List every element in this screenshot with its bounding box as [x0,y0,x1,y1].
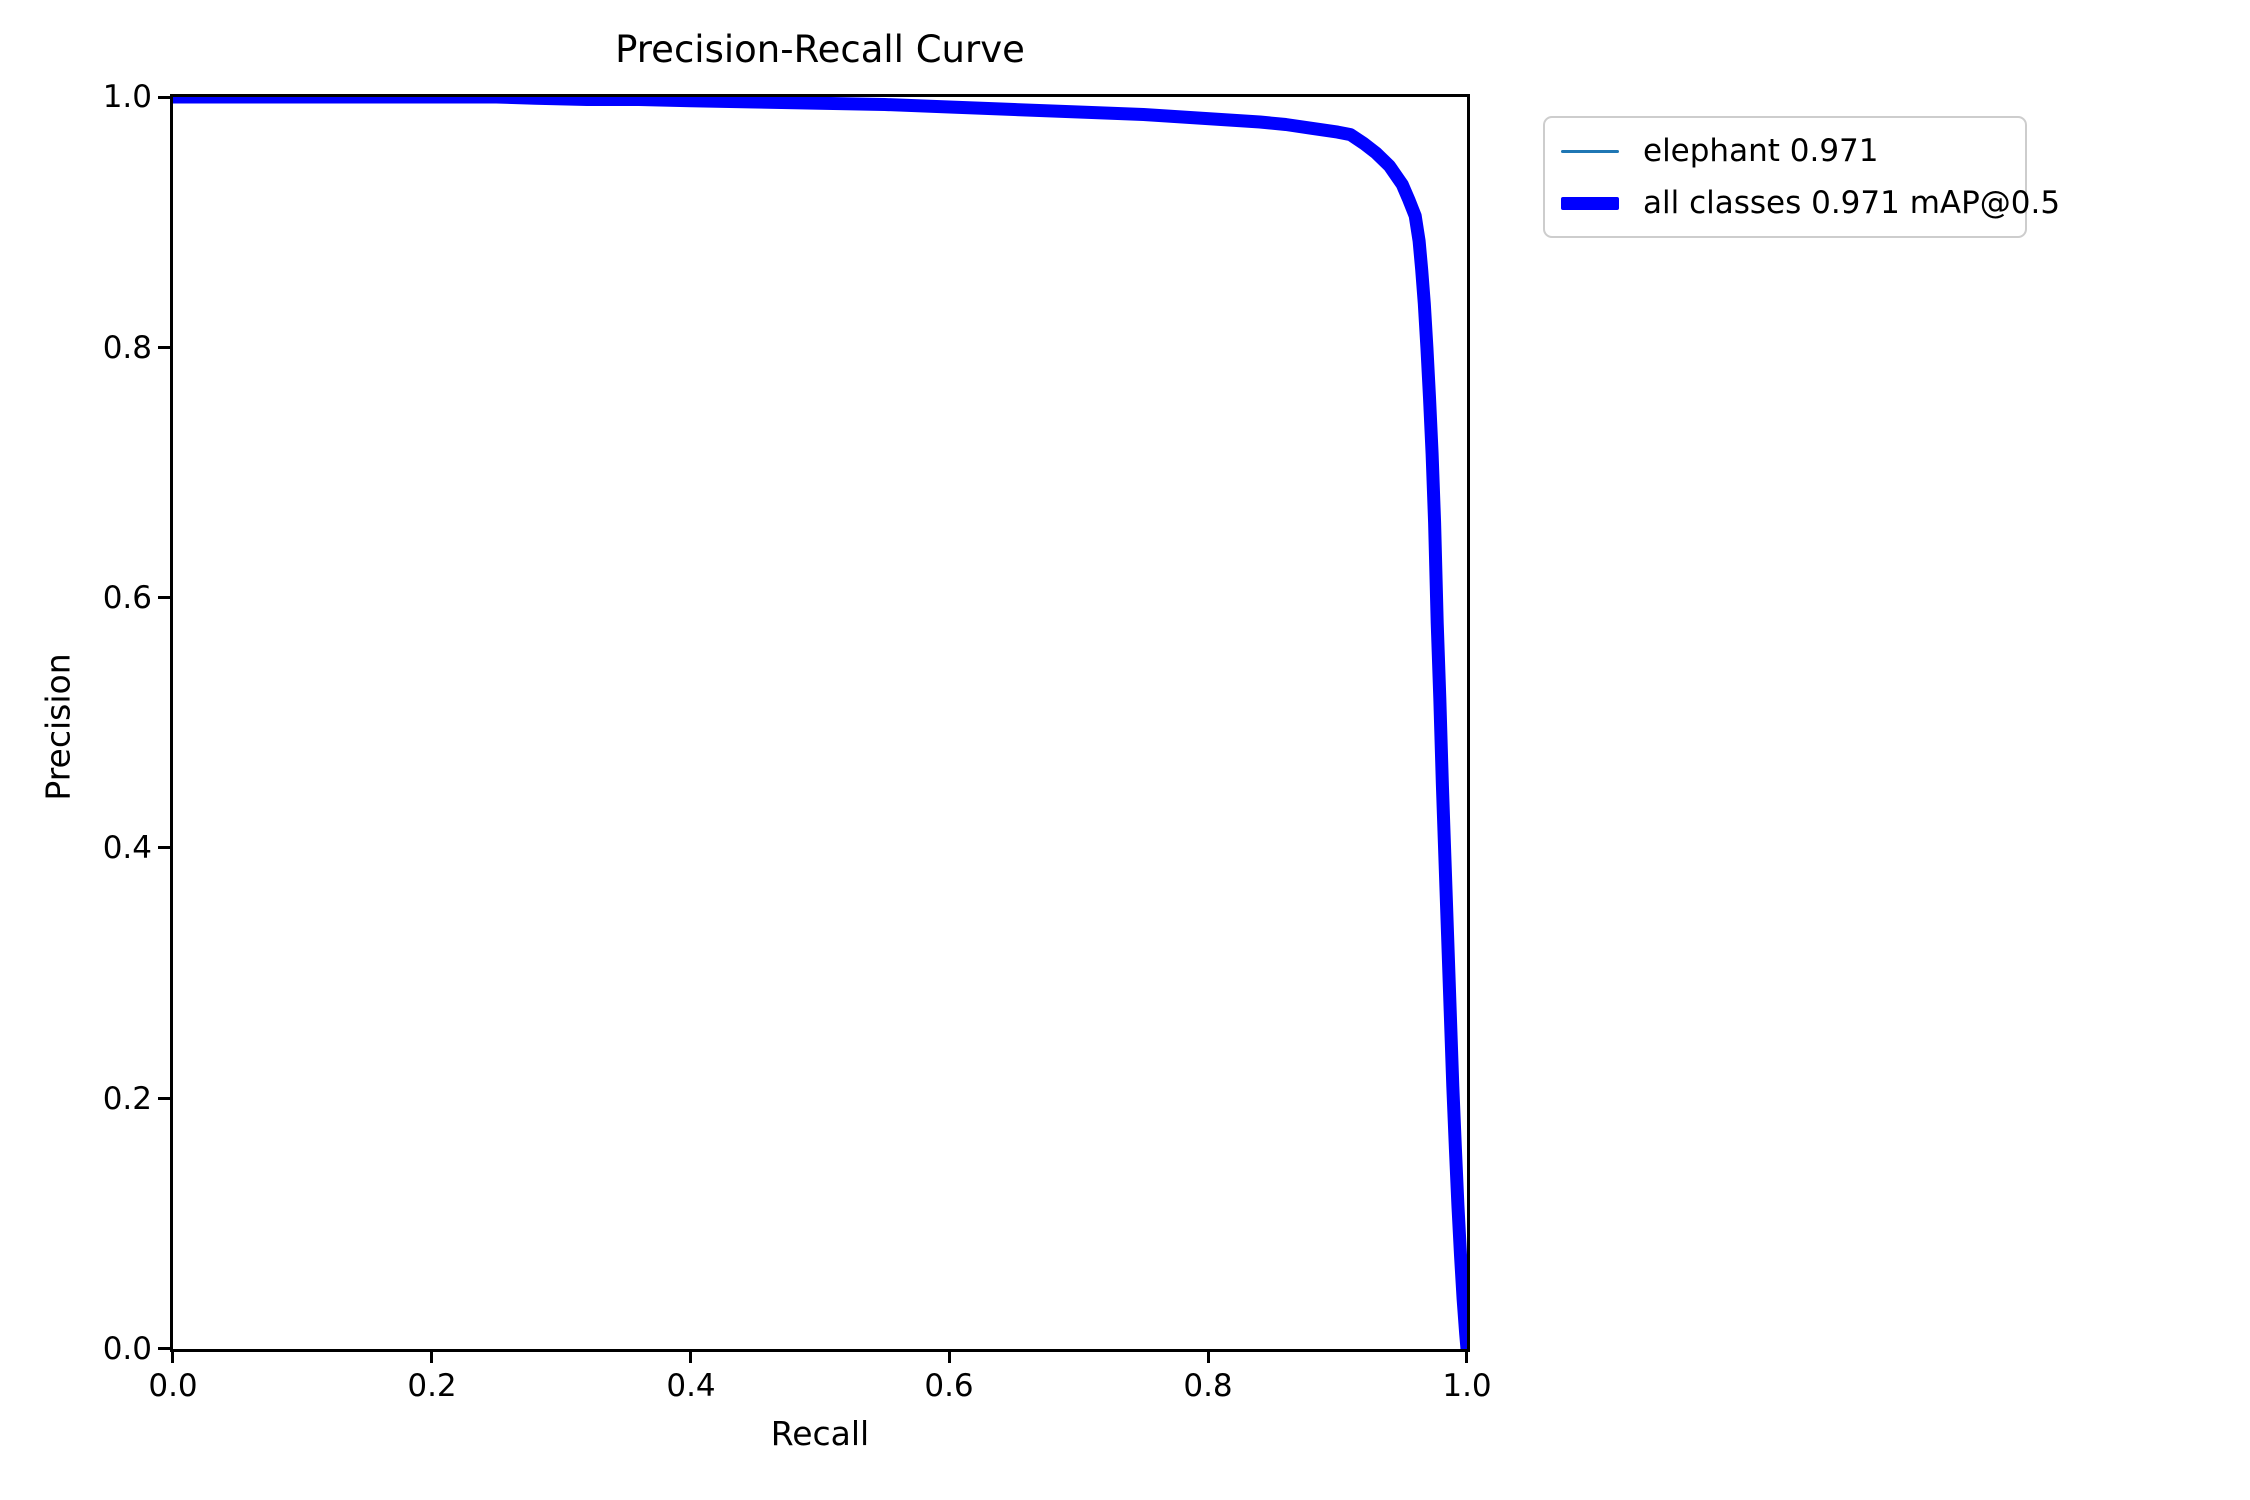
x-tick-label: 0.2 [407,1368,457,1404]
pr-curves-svg [173,97,1467,1349]
x-axis-label: Recall [770,1414,870,1453]
legend-item-all-classes: all classes 0.971 mAP@0.5 [1561,184,2060,222]
plot-area [173,97,1467,1349]
y-tick-label: 0.4 [102,830,152,866]
x-tick-mark [948,1352,951,1363]
y-tick-mark [158,96,170,99]
x-tick-label: 1.0 [1442,1368,1492,1404]
y-tick-mark [158,346,170,349]
legend-label-all-classes: all classes 0.971 mAP@0.5 [1643,185,2061,221]
y-tick-mark [158,1347,170,1350]
legend-line-swatch-elephant [1561,149,1619,153]
x-tick-mark [689,1352,692,1363]
legend-label-elephant: elephant 0.971 [1643,133,1879,169]
x-tick-mark [1465,1352,1468,1363]
legend: elephant 0.971 all classes 0.971 mAP@0.5 [1543,116,2060,238]
x-tick-label: 0.4 [666,1368,716,1404]
legend-item-elephant: elephant 0.971 [1561,132,2009,170]
y-tick-label: 0.0 [102,1331,152,1367]
y-tick-mark [158,596,170,599]
x-tick-mark [171,1352,174,1363]
x-tick-label: 0.6 [924,1368,974,1404]
y-tick-label: 1.0 [102,79,152,115]
y-tick-label: 0.6 [102,580,152,616]
y-tick-label: 0.8 [102,330,152,366]
y-tick-label: 0.2 [102,1081,152,1117]
y-tick-mark [158,846,170,849]
y-axis-label: Precision [38,653,78,801]
chart-title: Precision-Recall Curve [615,28,1025,71]
legend-line-swatch-all-classes [1561,196,1619,210]
x-tick-label: 0.8 [1183,1368,1233,1404]
x-tick-mark [1207,1352,1210,1363]
x-tick-label: 0.0 [148,1368,198,1404]
x-tick-mark [430,1352,433,1363]
y-tick-mark [158,1097,170,1100]
